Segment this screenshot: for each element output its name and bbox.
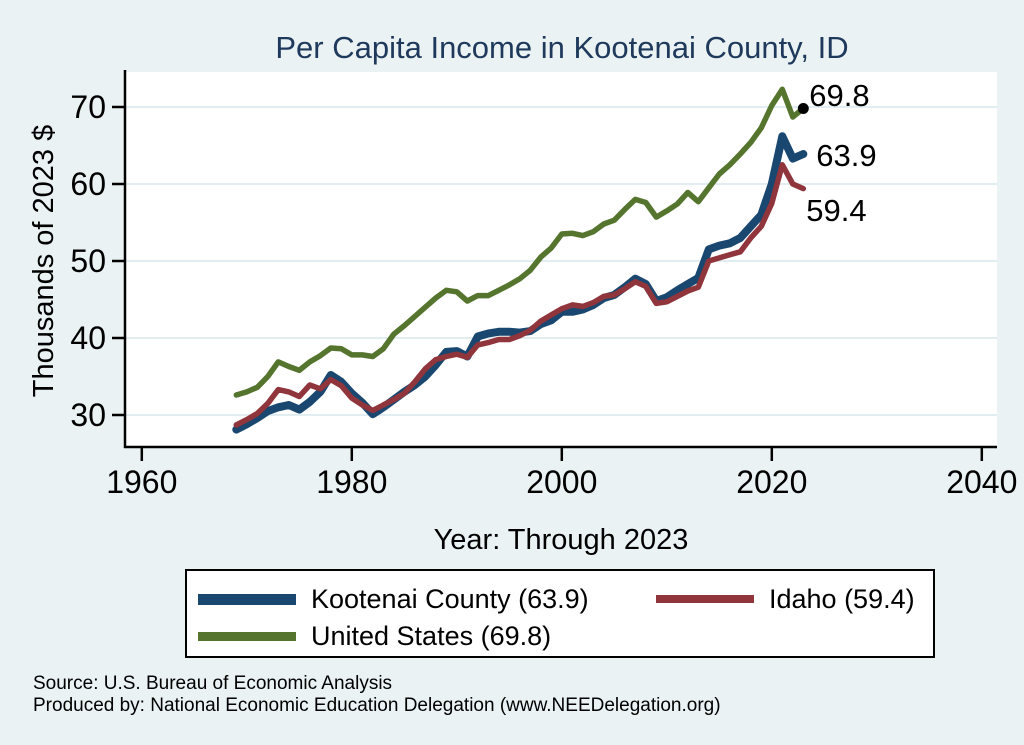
end-value-label-idaho: 59.4 [806,192,867,228]
legend-line-swatch [198,593,296,605]
source-line: Source: U.S. Bureau of Economic Analysis [33,673,393,694]
legend-label: Idaho (59.4) [769,584,915,614]
end-value-label-kootenai-county: 63.9 [816,137,877,173]
y-tick-label: 40 [70,320,106,356]
series-line-idaho [233,162,807,428]
x-tick-label: 2040 [946,464,1018,500]
legend-label: United States (69.8) [311,621,552,651]
x-tick-label: 1980 [316,464,388,500]
legend: Kootenai County (63.9) Idaho (59.4) United… [185,569,935,658]
produced-by-line: Produced by: National Economic Education… [33,695,721,716]
y-tick-label: 30 [70,397,106,433]
x-tick-label: 2020 [736,464,808,500]
end-value-label-united-states: 69.8 [809,77,870,113]
legend-line-swatch [198,631,296,641]
series-line-kootenai-county [232,132,808,434]
y-tick-label: 70 [70,89,106,125]
y-tick-label: 50 [70,243,106,279]
x-tick-label: 1960 [106,464,178,500]
chart-title: Per Capita Income in Kootenai County, ID [275,30,849,65]
last-value-marker [797,103,809,115]
series-line-united-states [233,86,807,398]
legend-label: Kootenai County (63.9) [311,584,589,614]
y-tick-label: 60 [70,166,106,202]
x-axis-title: Year: Through 2023 [433,524,689,556]
x-tick-label: 2000 [526,464,598,500]
plot-area [125,72,997,447]
source-note: Source: U.S. Bureau of Economic Analysis… [33,673,993,717]
legend-line-swatch [656,595,754,603]
